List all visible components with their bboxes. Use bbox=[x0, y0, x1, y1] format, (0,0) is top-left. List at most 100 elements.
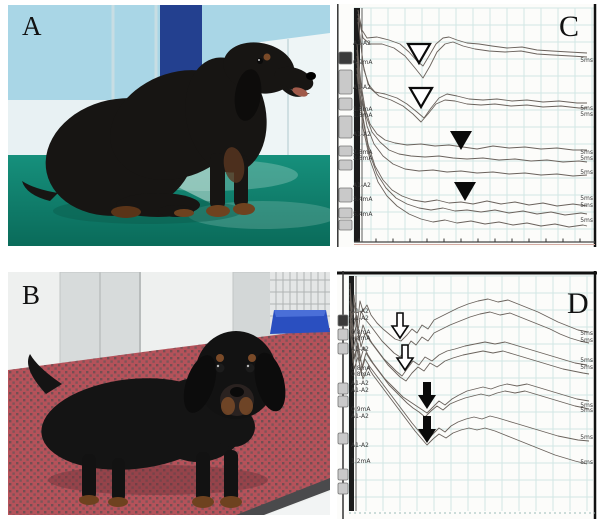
channel-button bbox=[338, 97, 353, 111]
channel-button bbox=[337, 482, 349, 495]
channel-label: 1.8mA bbox=[353, 106, 373, 113]
timebase-label: 5ms bbox=[580, 195, 593, 202]
channel-label: 3.4mA bbox=[353, 196, 373, 203]
timebase-label: 5ms bbox=[580, 105, 593, 112]
channel-label: 5.4mA bbox=[353, 211, 373, 218]
channel-label: A1-A2 bbox=[351, 346, 369, 353]
channel-label: A1-A2 bbox=[353, 84, 371, 91]
channel-label: 0.9mA bbox=[351, 406, 371, 413]
timebase-label: 5ms bbox=[580, 337, 593, 344]
channel-label: A1-A2 bbox=[353, 131, 371, 138]
open-triangle-marker bbox=[408, 86, 434, 110]
filled-arrow-marker bbox=[418, 416, 436, 443]
timebase-label: 5ms bbox=[580, 155, 593, 162]
timebase-label: 5ms bbox=[580, 434, 593, 441]
emg-trace bbox=[356, 55, 588, 177]
filled-triangle-marker bbox=[454, 182, 476, 201]
panel-b-photo: B bbox=[8, 272, 330, 515]
emg-trace bbox=[356, 73, 588, 228]
open-arrow-marker bbox=[395, 344, 415, 372]
timebase-label: 5ms bbox=[580, 407, 593, 414]
channel-button bbox=[337, 342, 349, 355]
channel-label: 0.8mA bbox=[351, 371, 371, 378]
emg-trace bbox=[349, 288, 590, 358]
channel-button bbox=[338, 115, 353, 139]
timebase-label: 5ms bbox=[580, 111, 593, 118]
channel-button bbox=[337, 432, 349, 445]
dachshund-standing bbox=[28, 331, 286, 508]
channel-label: A1-A2 bbox=[351, 315, 369, 322]
channel-label: 1.8mA bbox=[353, 112, 373, 119]
channel-label: A1-A2 bbox=[351, 413, 369, 420]
timebase-label: 5ms bbox=[580, 357, 593, 364]
emg-trace bbox=[349, 310, 590, 414]
dog-photo-standing: B bbox=[8, 272, 330, 515]
panel-label: D bbox=[567, 287, 589, 320]
timebase-label: 5ms bbox=[580, 402, 593, 409]
emg-trace bbox=[349, 294, 588, 377]
channel-label: A1-A2 bbox=[351, 387, 369, 394]
timebase-label: 5ms bbox=[580, 202, 593, 209]
filled-triangle-marker bbox=[450, 131, 472, 150]
emg-trace bbox=[357, 17, 587, 119]
channel-button bbox=[337, 382, 349, 395]
channel-button bbox=[337, 395, 349, 408]
emg-trace bbox=[357, 9, 588, 67]
emg-trace bbox=[349, 282, 589, 342]
panel-b-label: B bbox=[22, 280, 40, 310]
emg-trace bbox=[356, 49, 588, 163]
channel-label: A1-A2 bbox=[353, 182, 371, 189]
dog-shadow bbox=[48, 465, 268, 495]
emg-trace bbox=[357, 13, 588, 79]
channel-label: 0.8mA bbox=[351, 365, 371, 372]
stimulus-artifact-band bbox=[349, 276, 354, 511]
channel-button bbox=[337, 314, 349, 327]
timebase-label: 5ms bbox=[580, 149, 593, 156]
channel-label: 1.2mA bbox=[351, 458, 371, 465]
panel-label: C bbox=[559, 10, 579, 43]
panel-a-label: A bbox=[22, 11, 42, 41]
emg-recording-d: A1-A2A1-A20.8mA0.8mAA1-A20.8mA0.8mAA1-A2… bbox=[337, 271, 597, 519]
timebase-label: 5ms bbox=[580, 57, 593, 64]
panel-c-emg: A1-A2 0.9mA A1-A2 1.8mA 1.8mA A1-A2 2.8mA 2.8mA… bbox=[337, 4, 597, 247]
emg-trace bbox=[349, 328, 588, 465]
emg-trace bbox=[349, 322, 590, 442]
timebase-label: 5ms bbox=[580, 330, 593, 337]
panel-a-photo: A bbox=[8, 5, 330, 246]
timebase-label: 5ms bbox=[580, 364, 593, 371]
panel-d-emg: A1-A2 A1-A2 0.8mA 0.8mA A1-A2 0.8mA 0.8mA A1-A2… bbox=[337, 271, 597, 519]
stimulus-artifact-band bbox=[354, 8, 360, 242]
emg-trace bbox=[356, 67, 588, 216]
channel-label: 2.8mA bbox=[353, 155, 373, 162]
channel-label: A1-A2 bbox=[351, 442, 369, 449]
channel-label: 0.9mA bbox=[353, 59, 373, 66]
open-triangle-marker bbox=[406, 42, 432, 66]
timebase-label: 5ms bbox=[580, 217, 593, 224]
emg-trace bbox=[356, 61, 588, 207]
channel-button bbox=[338, 159, 353, 171]
channel-button bbox=[338, 145, 353, 157]
emg-trace bbox=[356, 43, 587, 151]
channel-button bbox=[337, 468, 349, 481]
channel-label: 0.8mA bbox=[351, 335, 371, 342]
channel-label: 0.8mA bbox=[351, 329, 371, 336]
emg-trace bbox=[349, 316, 590, 418]
channel-button bbox=[338, 51, 353, 65]
emg-trace bbox=[349, 300, 590, 382]
emg-trace bbox=[357, 21, 587, 123]
blue-basin bbox=[270, 310, 330, 334]
channel-button bbox=[338, 187, 353, 203]
filled-arrow-marker bbox=[418, 382, 436, 409]
dachshund-sitting bbox=[22, 42, 316, 218]
channel-label: 2.8mA bbox=[353, 149, 373, 156]
timebase-label: 5ms bbox=[580, 459, 593, 466]
timebase-label: 5ms bbox=[580, 169, 593, 176]
open-arrow-marker bbox=[390, 312, 410, 340]
channel-label: A1-A2 bbox=[353, 40, 371, 47]
emg-screen-background bbox=[337, 4, 597, 247]
channel-button bbox=[337, 328, 349, 341]
dog-photo-sitting: A bbox=[8, 5, 330, 246]
channel-button bbox=[338, 69, 353, 95]
